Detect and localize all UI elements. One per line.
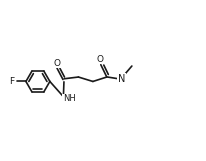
- Text: F: F: [9, 77, 15, 86]
- Text: NH: NH: [62, 94, 75, 103]
- Text: O: O: [96, 55, 103, 64]
- Text: N: N: [117, 74, 125, 84]
- Text: O: O: [53, 59, 60, 68]
